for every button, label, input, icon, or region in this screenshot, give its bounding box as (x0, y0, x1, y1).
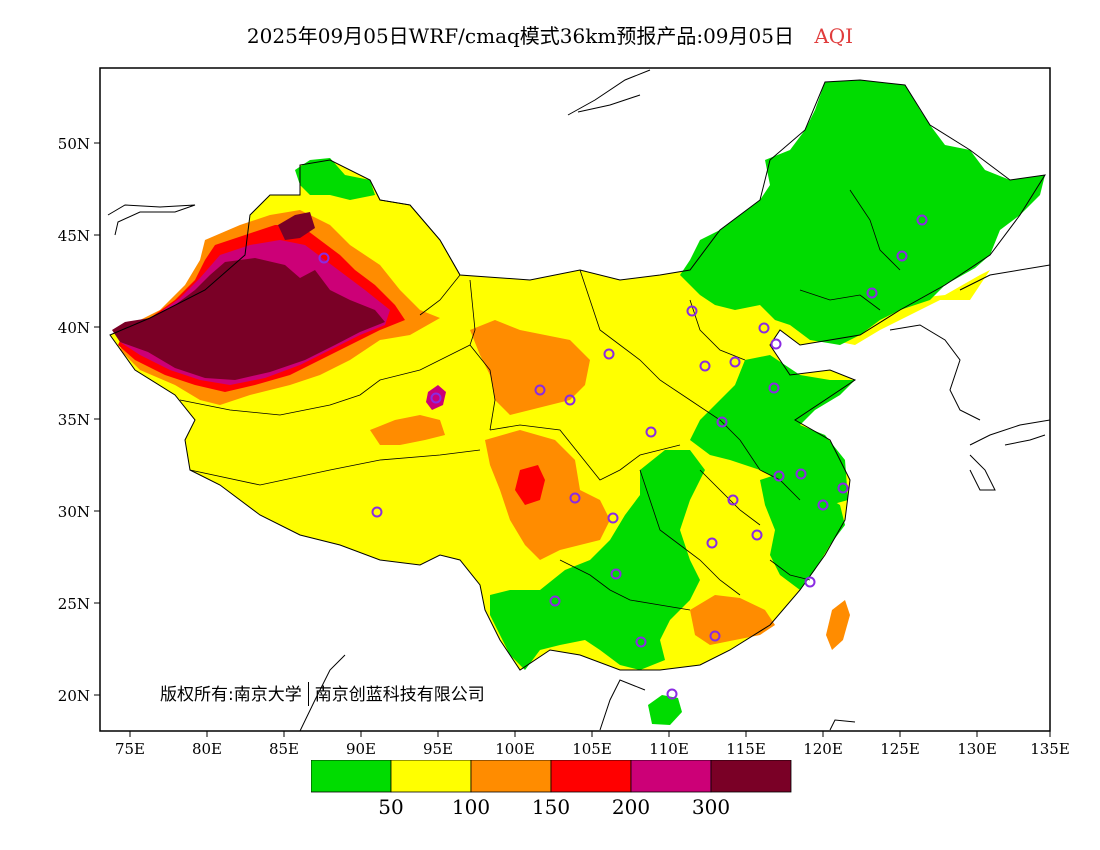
region-orange-loess (470, 320, 590, 415)
colorbar-label: 300 (692, 795, 730, 819)
lat-labels: 50N 45N 40N 35N 30N 25N 20N (58, 135, 90, 705)
colorbar-label: 50 (378, 795, 403, 819)
lat-label: 30N (58, 503, 90, 521)
lon-label: 95E (423, 740, 453, 758)
lat-label: 50N (58, 135, 90, 153)
colorbar-swatch (710, 760, 792, 793)
region-orange-tibet (370, 415, 445, 445)
lon-labels: 75E 80E 85E 90E 95E 100E 105E 110E 115E … (115, 740, 1070, 758)
region-green-north-china (690, 355, 855, 505)
lat-label: 40N (58, 319, 90, 337)
lat-label: 45N (58, 227, 90, 245)
station-markers (318, 214, 928, 700)
lon-label: 90E (346, 740, 376, 758)
region-maroon-dzungaria (278, 212, 315, 240)
lon-label: 75E (115, 740, 145, 758)
region-green-xinjiang-north (295, 158, 375, 200)
china-border (109, 79, 1046, 671)
title-variable: AQI (814, 24, 854, 48)
region-green-northeast (680, 80, 1045, 345)
aqi-colorbar: 50 100 150 200 300 (311, 760, 792, 819)
lat-axis (94, 142, 100, 696)
region-orange-taiwan (826, 600, 850, 650)
colorbar-label: 200 (612, 795, 650, 819)
colorbar-label: 150 (532, 795, 570, 819)
region-red-sichuan (515, 465, 545, 505)
neighbor-coastlines (107, 69, 1050, 731)
lon-label: 130E (957, 740, 997, 758)
region-green-hainan (648, 695, 682, 725)
lon-label: 85E (269, 740, 299, 758)
copyright-part2: 南京创蓝科技有限公司 (314, 685, 485, 705)
lon-label: 115E (726, 740, 766, 758)
map-area (107, 69, 1050, 731)
colorbar-swatch (470, 760, 552, 793)
lat-label: 35N (58, 411, 90, 429)
lon-label: 105E (572, 740, 612, 758)
lon-axis (129, 731, 1051, 737)
copyright-notice: 版权所有:南京大学 南京创蓝科技有限公司 (160, 680, 485, 706)
title-text: 2025年09月05日WRF/cmaq模式36km预报产品:09月05日 (246, 24, 794, 48)
colorbar-swatch (311, 760, 392, 793)
colorbar-label: 100 (452, 795, 490, 819)
lat-label: 20N (58, 687, 90, 705)
map-frame (99, 67, 1051, 732)
lon-label: 110E (649, 740, 689, 758)
colorbar-swatch (550, 760, 632, 793)
lon-label: 135E (1030, 740, 1070, 758)
lon-label: 125E (880, 740, 920, 758)
colorbar-swatches (311, 760, 792, 793)
lon-label: 80E (192, 740, 222, 758)
colorbar-swatch (390, 760, 472, 793)
lon-label: 120E (803, 740, 843, 758)
copyright-divider (307, 682, 309, 706)
lon-label: 100E (495, 740, 535, 758)
region-maroon-tarim (112, 258, 385, 380)
lat-label: 25N (58, 595, 90, 613)
copyright-part1: 版权所有:南京大学 (160, 685, 302, 705)
colorbar-swatch (630, 760, 712, 793)
colorbar-labels: 50 100 150 200 300 (378, 795, 730, 819)
region-orange-sichuan (485, 430, 610, 560)
region-purple-qaidam (426, 385, 446, 410)
map-title: 2025年09月05日WRF/cmaq模式36km预报产品:09月05日 AQI (0, 20, 1100, 49)
